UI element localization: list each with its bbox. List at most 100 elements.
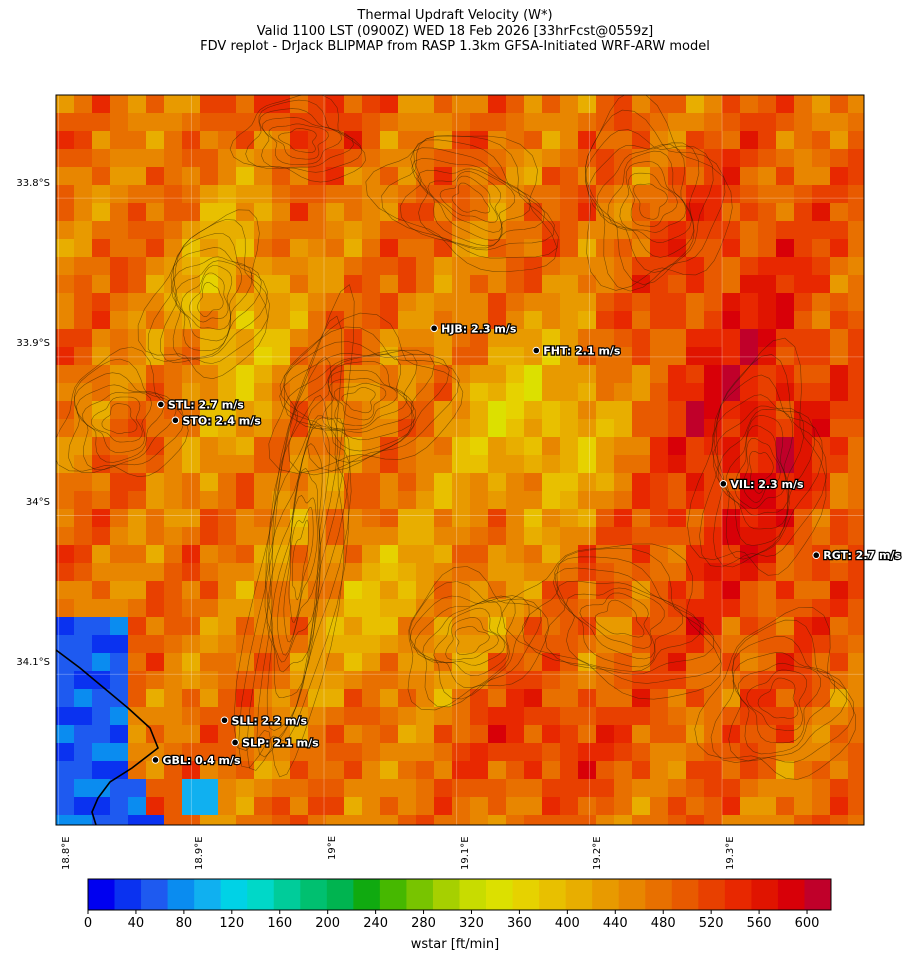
heatmap-cell: [434, 779, 453, 798]
heatmap-cell: [164, 797, 183, 816]
heatmap-cell: [614, 149, 633, 168]
heatmap-cell: [452, 509, 471, 528]
heatmap-cell: [380, 203, 399, 222]
heatmap-cell: [272, 275, 291, 294]
heatmap-cell: [434, 509, 453, 528]
heatmap-cell: [794, 455, 813, 474]
heatmap-cell: [344, 617, 363, 636]
heatmap-cell: [632, 743, 651, 762]
heatmap-cell: [632, 455, 651, 474]
heatmap-cell: [830, 581, 849, 600]
heatmap-cell: [776, 545, 795, 564]
heatmap-cell: [110, 743, 129, 762]
heatmap-cell: [254, 437, 273, 456]
heatmap-cell: [758, 689, 777, 708]
heatmap-cell: [650, 275, 669, 294]
heatmap-cell: [434, 761, 453, 780]
heatmap-cell: [434, 203, 453, 222]
contour-line: [170, 256, 253, 351]
heatmap-cell: [740, 239, 759, 258]
heatmap-cell: [686, 563, 705, 582]
heatmap-cell: [614, 491, 633, 510]
heatmap-cell: [542, 293, 561, 312]
heatmap-cell: [578, 329, 597, 348]
heatmap-cell: [92, 131, 111, 150]
heatmap-cell: [470, 275, 489, 294]
heatmap-cell: [398, 653, 417, 672]
heatmap-cell: [380, 293, 399, 312]
heatmap-cell: [146, 797, 165, 816]
heatmap-cell: [830, 635, 849, 654]
heatmap-cell: [398, 545, 417, 564]
heatmap-cell: [812, 617, 831, 636]
heatmap-cell: [488, 221, 507, 240]
colorbar-tick-label: 320: [459, 916, 484, 931]
heatmap-cell: [704, 95, 723, 114]
heatmap-cell: [614, 815, 633, 825]
heatmap-cell: [236, 131, 255, 150]
heatmap-cell: [218, 437, 237, 456]
heatmap-cell: [110, 347, 129, 366]
contour-line: [180, 265, 233, 330]
heatmap-cell: [578, 509, 597, 528]
heatmap-cell: [812, 635, 831, 654]
heatmap-cell: [452, 617, 471, 636]
heatmap-cell: [362, 455, 381, 474]
heatmap-cell: [398, 725, 417, 744]
contour-line: [565, 587, 665, 660]
heatmap-cell: [542, 689, 561, 708]
lon-label-18-8: 18.8°E: [61, 836, 72, 870]
heatmap-cell: [164, 509, 183, 528]
heatmap-cell: [722, 509, 741, 528]
heatmap-cell: [236, 113, 255, 132]
heatmap-cell: [596, 707, 615, 726]
heatmap-cell: [650, 653, 669, 672]
heatmap-cell: [488, 347, 507, 366]
station-marker-fht: [532, 346, 541, 355]
heatmap-cell: [686, 329, 705, 348]
heatmap-cell: [722, 797, 741, 816]
heatmap-cell: [794, 599, 813, 618]
heatmap-cell: [254, 419, 273, 438]
heatmap-cell: [56, 221, 75, 240]
heatmap-cell: [236, 725, 255, 744]
contour-line: [712, 405, 805, 546]
heatmap-cell: [758, 419, 777, 438]
heatmap-cell: [398, 491, 417, 510]
heatmap-cell: [218, 401, 237, 420]
heatmap-cell: [614, 509, 633, 528]
heatmap-cell: [560, 365, 579, 384]
contour-line: [266, 425, 331, 673]
heatmap-cell: [236, 455, 255, 474]
heatmap-cell: [704, 761, 723, 780]
heatmap-cell: [146, 239, 165, 258]
heatmap-cell: [416, 473, 435, 492]
heatmap-cell: [398, 527, 417, 546]
heatmap-cell: [758, 383, 777, 402]
heatmap-cell: [164, 671, 183, 690]
heatmap-cell: [470, 383, 489, 402]
heatmap-cell: [542, 401, 561, 420]
heatmap-cell: [560, 491, 579, 510]
contour-line: [147, 219, 270, 364]
heatmap-cell: [794, 131, 813, 150]
heatmap-cell: [290, 311, 309, 330]
heatmap-cell: [776, 635, 795, 654]
heatmap-cell: [326, 635, 345, 654]
contour-line: [284, 349, 418, 452]
heatmap-cell: [776, 293, 795, 312]
heatmap-cell: [812, 383, 831, 402]
heatmap-cell: [434, 347, 453, 366]
heatmap-cell: [506, 203, 525, 222]
heatmap-cell: [74, 743, 93, 762]
heatmap-cell: [362, 653, 381, 672]
heatmap-cell: [704, 311, 723, 330]
heatmap-cell: [524, 779, 543, 798]
heatmap-cell: [326, 653, 345, 672]
heatmap-cell: [434, 743, 453, 762]
heatmap-cell: [704, 509, 723, 528]
heatmap-cell: [722, 491, 741, 510]
heatmap-cell: [380, 275, 399, 294]
heatmap-cell: [56, 563, 75, 582]
heatmap-cell: [812, 599, 831, 618]
